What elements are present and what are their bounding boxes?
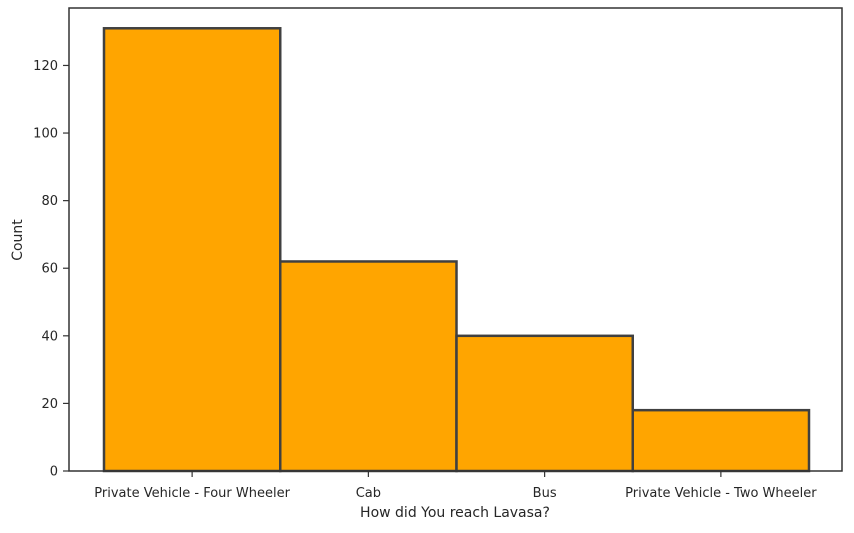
y-tick-label: 60	[41, 262, 58, 277]
bar-1	[279, 260, 458, 473]
bar-2	[455, 334, 634, 473]
x-tick-label: Bus	[533, 486, 557, 501]
x-tick-label: Cab	[356, 486, 381, 501]
x-tick-label: Private Vehicle - Four Wheeler	[94, 486, 290, 501]
x-axis: Private Vehicle - Four Wheeler Cab Bus Priv…	[94, 471, 817, 501]
y-axis: 0 20 40 60 80 100 120	[33, 59, 69, 480]
x-axis-label: How did You reach Lavasa?	[360, 505, 550, 521]
y-axis-label: Count	[10, 219, 26, 261]
y-tick-label: 0	[50, 465, 58, 480]
bar-3	[631, 408, 811, 473]
y-tick-label: 80	[41, 194, 58, 209]
y-tick-label: 20	[41, 397, 58, 412]
y-tick-label: 100	[33, 127, 58, 142]
plot-frame	[68, 7, 843, 472]
y-tick-label: 120	[33, 59, 58, 74]
y-tick-label: 40	[41, 329, 58, 344]
bars-group	[102, 27, 811, 473]
bar-0	[102, 27, 282, 473]
x-tick-label: Private Vehicle - Two Wheeler	[625, 486, 817, 501]
